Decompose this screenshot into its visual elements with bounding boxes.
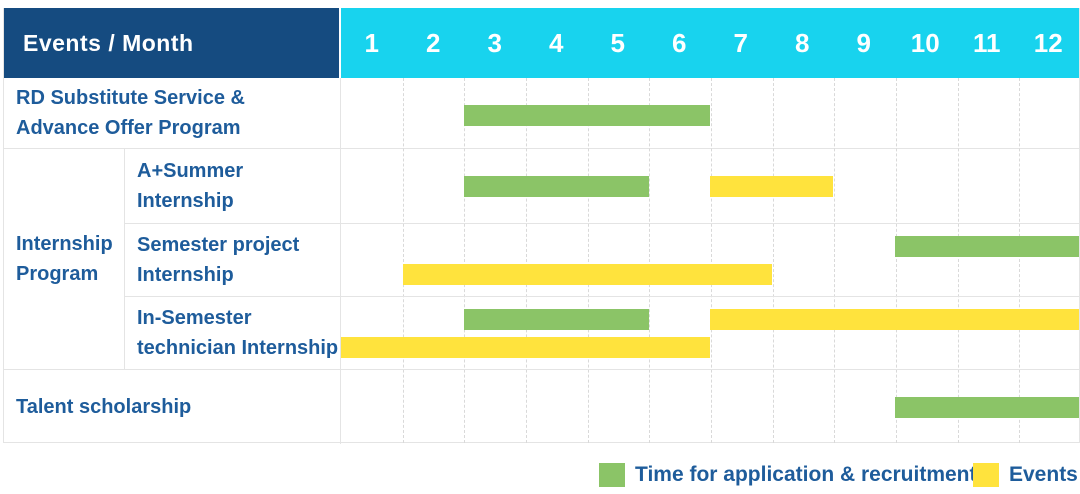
legend: Time for application & recruitment Event…: [0, 462, 1080, 488]
legend-item-application: Time for application & recruitment: [599, 462, 977, 488]
row-rd-substitute: RD Substitute Service & Advance Offer Pr…: [4, 78, 1079, 148]
timeline-rd-substitute: [341, 78, 1079, 148]
application-bar: [464, 176, 649, 197]
application-bar: [894, 397, 1079, 418]
month-header-cell: 8: [795, 27, 810, 58]
month-header-cell: 5: [610, 27, 625, 58]
header-row: Events / Month 1 2 3 4 5 6 7 8 9 10 11 12: [4, 8, 1079, 78]
group-label-internship-program: Internship Program: [4, 149, 125, 369]
legend-swatch-events-icon: [973, 463, 999, 487]
month-header-cell: 1: [364, 27, 379, 58]
application-bar: [894, 236, 1079, 257]
timeline-a-summer: [341, 149, 1079, 223]
internship-subrows: A+Summer Internship Semester project Int…: [125, 149, 1079, 369]
row-talent-scholarship: Talent scholarship: [4, 369, 1079, 444]
legend-swatch-application-icon: [599, 463, 625, 487]
timeline-semester-project: [341, 224, 1079, 296]
month-header-cell: 2: [426, 27, 441, 58]
row-label-a-summer: A+Summer Internship: [125, 149, 341, 223]
month-header-cell: 9: [856, 27, 871, 58]
events-bar: [710, 176, 833, 197]
gantt-table: Events / Month 1 2 3 4 5 6 7 8 9 10 11 12 RD Substi…: [3, 8, 1080, 444]
month-header-cell: 10: [910, 27, 940, 58]
timeline-talent-scholarship: [341, 370, 1079, 444]
timeline-in-semester: [341, 297, 1079, 369]
month-header-cell: 12: [1033, 27, 1063, 58]
month-header-cell: 7: [733, 27, 748, 58]
events-month-header: Events / Month: [4, 8, 341, 78]
application-bar: [464, 105, 710, 126]
row-label-in-semester: In-Semester technician Internship: [125, 297, 341, 369]
table-body: RD Substitute Service & Advance Offer Pr…: [4, 78, 1079, 444]
row-label-rd-substitute: RD Substitute Service & Advance Offer Pr…: [4, 78, 341, 148]
events-bar: [710, 309, 1079, 330]
row-in-semester: In-Semester technician Internship: [125, 296, 1079, 369]
month-header-row: 1 2 3 4 5 6 7 8 9 10 11 12: [341, 8, 1079, 78]
month-header-cell: 6: [672, 27, 687, 58]
month-header-cell: 11: [973, 27, 1001, 58]
row-a-summer: A+Summer Internship: [125, 149, 1079, 223]
row-label-semester-project: Semester project Internship: [125, 224, 341, 296]
month-header-cell: 4: [549, 27, 564, 58]
row-label-talent-scholarship: Talent scholarship: [4, 370, 341, 444]
events-bar: [341, 337, 710, 358]
row-semester-project: Semester project Internship: [125, 223, 1079, 296]
legend-item-events: Events: [973, 462, 1078, 488]
month-header-cell: 3: [487, 27, 502, 58]
application-bar: [464, 309, 649, 330]
legend-label-events: Events: [1009, 463, 1078, 486]
events-bar: [402, 264, 772, 285]
internship-program-group: Internship Program A+Summer Internship S…: [4, 148, 1079, 369]
legend-label-application: Time for application & recruitment: [635, 463, 977, 486]
